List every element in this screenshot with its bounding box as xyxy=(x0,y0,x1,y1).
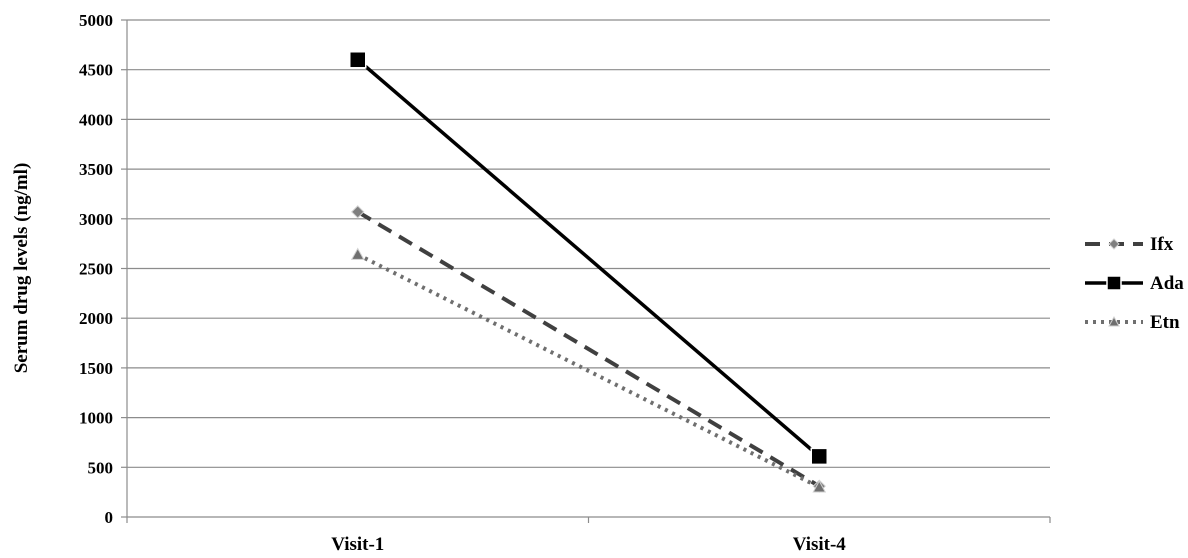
series-markers xyxy=(349,51,828,493)
y-tick-label: 4000 xyxy=(79,110,113,129)
legend-label-etn: Etn xyxy=(1150,312,1180,333)
series-line-ifx xyxy=(356,210,821,488)
x-tick-label: Visit-4 xyxy=(793,534,847,553)
y-tick-label: 2000 xyxy=(79,309,113,328)
data-point-ada xyxy=(349,51,367,69)
y-tick-label: 0 xyxy=(105,508,114,527)
y-tick-label: 1500 xyxy=(79,359,113,378)
y-tick-label: 3500 xyxy=(79,160,113,179)
y-tick-label: 3000 xyxy=(79,210,113,229)
y-tick-label: 1000 xyxy=(79,409,113,428)
data-point-etn xyxy=(350,247,365,260)
y-tick-label: 4500 xyxy=(79,61,113,80)
data-point-etn xyxy=(812,480,827,493)
series-lines xyxy=(356,58,821,489)
y-axis-label: Serum drug levels (ng/ml) xyxy=(11,163,32,374)
y-tick-label: 2500 xyxy=(79,260,113,279)
data-point-ada xyxy=(810,447,828,466)
legend-label-ifx: Ifx xyxy=(1150,234,1174,255)
series-line-ada xyxy=(356,58,821,458)
data-point-ifx xyxy=(351,205,365,219)
y-tick-label: 5000 xyxy=(79,11,113,30)
legend-label-ada: Ada xyxy=(1150,273,1184,294)
legend-marker-ada xyxy=(1106,275,1122,291)
legend-marker-etn xyxy=(1108,315,1120,327)
x-tick-label: Visit-1 xyxy=(331,534,384,553)
series-line-etn xyxy=(356,252,821,489)
legend: Ifx Ada Etn xyxy=(1085,234,1184,333)
y-tick-label: 500 xyxy=(88,458,114,477)
legend-marker-ifx xyxy=(1108,238,1120,250)
gridlines xyxy=(127,19,1050,468)
axes: 0 500 1000 1500 2000 2500 3000 3500 4000 4500 5000… xyxy=(79,11,1051,555)
